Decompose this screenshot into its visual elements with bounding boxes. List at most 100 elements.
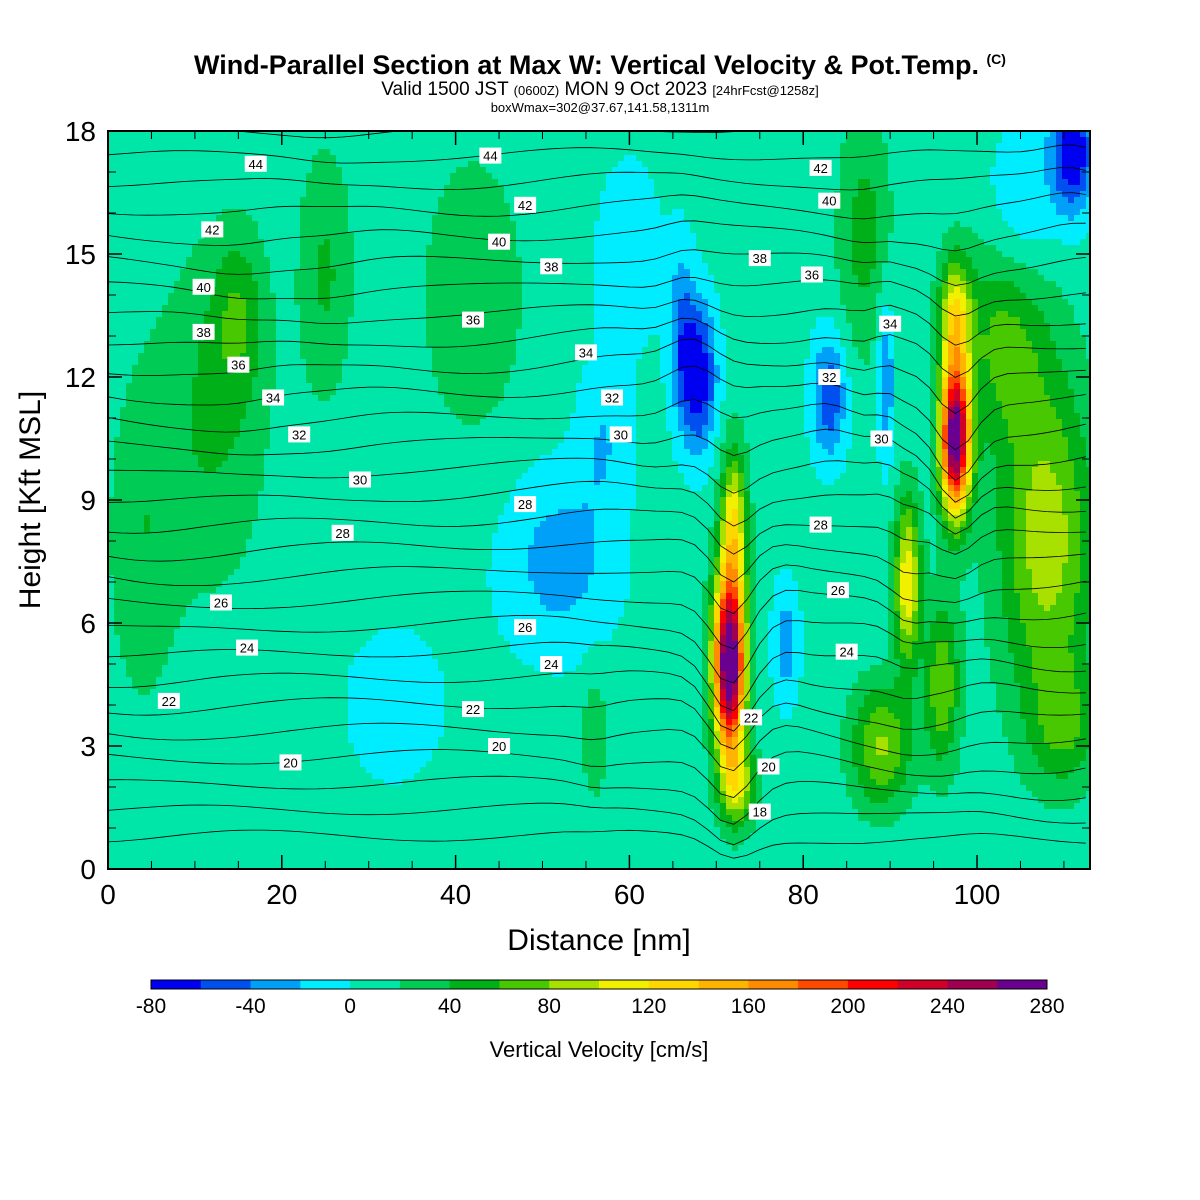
w-cell xyxy=(144,461,150,467)
w-cell xyxy=(504,377,510,383)
w-cell xyxy=(132,371,138,377)
w-cell xyxy=(624,371,630,377)
w-cell xyxy=(246,449,252,455)
w-cell xyxy=(972,257,978,263)
w-cell xyxy=(456,401,462,407)
w-cell xyxy=(858,293,864,299)
w-cell xyxy=(252,251,258,257)
w-cell xyxy=(1038,395,1044,401)
w-cell xyxy=(948,455,954,461)
w-cell xyxy=(642,311,648,317)
w-cell xyxy=(450,245,456,251)
w-cell xyxy=(600,245,606,251)
w-cell xyxy=(474,407,480,413)
w-cell xyxy=(654,275,660,281)
w-cell xyxy=(624,443,630,449)
w-cell xyxy=(216,395,222,401)
w-cell xyxy=(348,245,354,251)
w-cell xyxy=(972,437,978,443)
w-cell xyxy=(144,413,150,419)
w-cell xyxy=(1062,155,1068,161)
w-cell xyxy=(168,431,174,437)
w-cell xyxy=(1026,155,1032,161)
w-cell xyxy=(888,335,894,341)
w-cell xyxy=(210,359,216,365)
w-cell xyxy=(228,353,234,359)
w-cell xyxy=(618,479,624,485)
w-cell xyxy=(702,479,708,485)
w-cell xyxy=(264,443,270,449)
w-cell xyxy=(618,221,624,227)
w-cell xyxy=(1056,173,1062,179)
w-cell xyxy=(222,419,228,425)
w-cell xyxy=(978,317,984,323)
w-cell xyxy=(828,455,834,461)
w-cell xyxy=(168,389,174,395)
w-cell xyxy=(252,455,258,461)
w-cell xyxy=(114,443,120,449)
w-cell xyxy=(852,131,858,137)
w-cell xyxy=(1074,191,1080,197)
w-cell xyxy=(834,389,840,395)
w-cell xyxy=(480,401,486,407)
w-cell xyxy=(948,383,954,389)
w-cell xyxy=(312,371,318,377)
w-cell xyxy=(882,155,888,161)
w-cell xyxy=(618,263,624,269)
w-cell xyxy=(336,305,342,311)
w-cell xyxy=(228,461,234,467)
w-cell xyxy=(342,191,348,197)
w-cell xyxy=(876,227,882,233)
w-cell xyxy=(468,203,474,209)
w-cell xyxy=(960,437,966,443)
w-cell xyxy=(978,269,984,275)
w-cell xyxy=(336,251,342,257)
w-cell xyxy=(252,449,258,455)
w-cell xyxy=(330,275,336,281)
w-cell xyxy=(450,383,456,389)
w-cell xyxy=(960,293,966,299)
w-cell xyxy=(990,497,996,503)
w-cell xyxy=(678,239,684,245)
w-cell xyxy=(612,353,618,359)
w-cell xyxy=(486,215,492,221)
w-cell xyxy=(948,503,954,509)
w-cell xyxy=(672,227,678,233)
w-cell xyxy=(708,353,714,359)
w-cell xyxy=(678,299,684,305)
w-cell xyxy=(240,263,246,269)
w-cell xyxy=(978,413,984,419)
w-cell xyxy=(684,443,690,449)
w-cell xyxy=(1038,137,1044,143)
w-cell xyxy=(468,161,474,167)
w-cell xyxy=(450,359,456,365)
w-cell xyxy=(156,473,162,479)
w-cell xyxy=(852,191,858,197)
w-cell xyxy=(1050,209,1056,215)
w-cell xyxy=(480,197,486,203)
w-cell xyxy=(852,305,858,311)
w-cell xyxy=(1080,143,1086,149)
w-cell xyxy=(1020,353,1026,359)
w-cell xyxy=(594,359,600,365)
w-cell xyxy=(1038,203,1044,209)
w-cell xyxy=(216,449,222,455)
w-cell xyxy=(330,185,336,191)
w-cell xyxy=(1074,161,1080,167)
w-cell xyxy=(858,329,864,335)
w-cell xyxy=(642,281,648,287)
w-cell xyxy=(612,473,618,479)
w-cell xyxy=(618,365,624,371)
w-cell xyxy=(858,245,864,251)
w-cell xyxy=(234,221,240,227)
w-cell xyxy=(1008,335,1014,341)
w-cell xyxy=(186,341,192,347)
w-cell xyxy=(1044,449,1050,455)
w-cell xyxy=(1080,185,1086,191)
w-cell xyxy=(930,401,936,407)
w-cell xyxy=(600,497,606,503)
w-cell xyxy=(576,419,582,425)
w-cell xyxy=(222,383,228,389)
w-cell xyxy=(306,227,312,233)
w-cell xyxy=(186,443,192,449)
